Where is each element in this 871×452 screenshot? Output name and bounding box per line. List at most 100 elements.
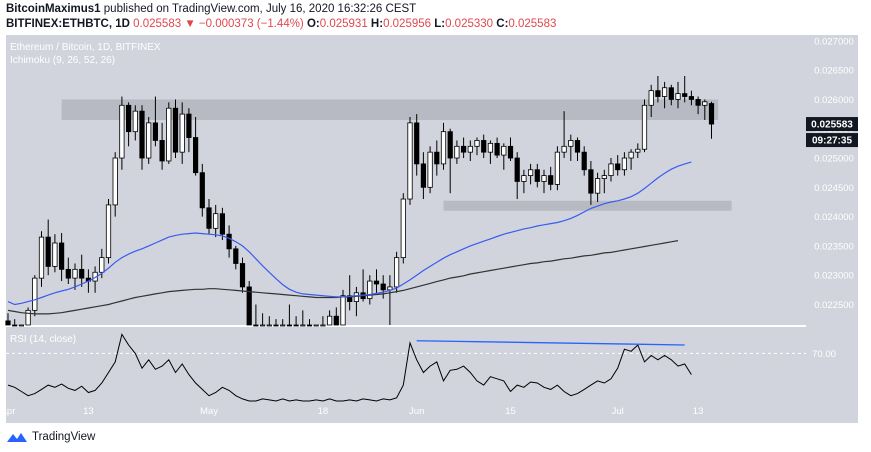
- candle-body: [420, 163, 427, 188]
- candle: [367, 275, 373, 305]
- candle-body: [494, 142, 500, 156]
- candle-body: [581, 151, 587, 171]
- last-price: 0.025583: [133, 18, 182, 30]
- symbol-label: BITFINEX:ETHBTC, 1D: [6, 18, 130, 30]
- candle: [320, 316, 326, 327]
- candle-body: [568, 140, 574, 147]
- zone-1: [443, 200, 732, 211]
- candle: [286, 304, 293, 327]
- candle: [25, 307, 31, 326]
- price-tick-label: 0.023500: [814, 241, 854, 252]
- candle-body: [467, 145, 473, 153]
- candle-body: [300, 324, 306, 327]
- candle-body: [682, 93, 688, 97]
- candle-body: [407, 122, 413, 200]
- candle-body: [521, 175, 527, 182]
- candle-body: [326, 315, 333, 326]
- candle-body: [132, 110, 138, 133]
- candle-body: [641, 104, 648, 150]
- candle-body: [635, 148, 641, 153]
- candle-body: [380, 283, 386, 291]
- footer: TradingView: [6, 431, 95, 443]
- time-axis: Apr 13 May 18 Jun 15 Jul 13: [1, 406, 704, 417]
- candle: [139, 105, 145, 170]
- price-tag: 0.025583: [811, 120, 853, 131]
- candle: [688, 90, 695, 106]
- price-tick-label: 0.025000: [814, 154, 854, 165]
- candle: [132, 105, 138, 141]
- candle-body: [454, 145, 460, 159]
- rsi-layer: 70.00: [6, 333, 836, 402]
- time-tick-label: Jun: [409, 406, 424, 417]
- candle-body: [213, 213, 219, 229]
- candle: [340, 289, 346, 326]
- candle: [628, 149, 634, 170]
- candle-body: [280, 324, 286, 327]
- candle-body: [179, 113, 185, 153]
- candle-body: [474, 140, 480, 147]
- candle-body: [621, 157, 628, 171]
- candle: [648, 84, 654, 118]
- candle: [655, 76, 661, 103]
- candle: [507, 137, 514, 161]
- candle-body: [293, 324, 299, 327]
- ohlc-header: BITFINEX:ETHBTC, 1D 0.025583 ▼ −0.000373…: [6, 18, 556, 30]
- candle-body: [708, 103, 715, 125]
- candle: [253, 304, 259, 327]
- candle: [541, 169, 547, 194]
- price-tick-label: 0.022500: [814, 300, 854, 311]
- candle: [393, 251, 400, 293]
- candle-body: [273, 324, 279, 327]
- candle: [373, 269, 380, 293]
- time-tick-label: 13: [693, 406, 704, 417]
- candle: [259, 313, 266, 327]
- candle: [239, 257, 246, 293]
- candle: [18, 324, 25, 327]
- candle: [581, 146, 587, 176]
- candle-body: [246, 286, 252, 326]
- candle-body: [226, 233, 232, 250]
- candle: [206, 199, 212, 235]
- candle-body: [172, 107, 179, 153]
- candle: [313, 324, 319, 327]
- candle: [233, 245, 239, 270]
- candle: [105, 199, 112, 264]
- candle-body: [186, 113, 192, 138]
- candle: [675, 81, 681, 109]
- candle-body: [648, 90, 654, 106]
- candle-body: [233, 248, 239, 264]
- price-tag-bg: [806, 117, 858, 132]
- price-tick-label: 0.023000: [814, 271, 854, 282]
- candle: [568, 134, 574, 161]
- candle: [662, 81, 668, 109]
- candle: [695, 96, 701, 115]
- candle-body: [514, 157, 520, 182]
- candle-body: [655, 90, 661, 97]
- rsi-title: RSI (14, close): [10, 334, 76, 345]
- candle-body: [702, 101, 708, 106]
- time-tick-label: 13: [83, 406, 94, 417]
- candle: [481, 134, 487, 159]
- candle-body: [99, 257, 105, 273]
- candle: [280, 319, 286, 327]
- candle: [460, 137, 467, 159]
- candle-body: [608, 163, 614, 177]
- candle-body: [434, 151, 440, 165]
- candle: [219, 207, 225, 241]
- candle-body: [353, 292, 360, 302]
- candle: [112, 152, 118, 217]
- candle-body: [487, 142, 494, 153]
- candle-body: [414, 122, 420, 165]
- candle: [246, 281, 252, 326]
- candle: [534, 163, 540, 188]
- candle-body: [146, 122, 152, 159]
- candle: [306, 319, 313, 327]
- rsi-pane-bg: [6, 327, 806, 401]
- candle: [447, 128, 453, 194]
- author-name[interactable]: BitcoinMaximus1: [6, 3, 101, 15]
- candle-body: [541, 175, 547, 182]
- candle: [172, 99, 179, 159]
- candle-body: [72, 268, 78, 279]
- time-tick-label: 18: [318, 406, 329, 417]
